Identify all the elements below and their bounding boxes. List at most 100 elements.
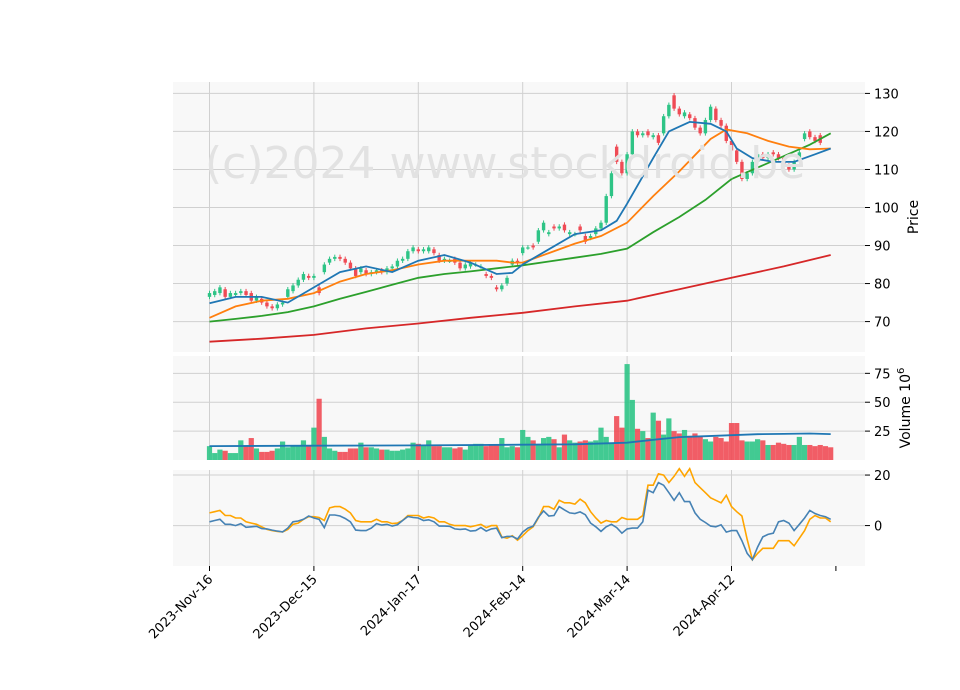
- candle-up: [547, 232, 551, 235]
- volume-bar: [426, 440, 432, 460]
- price-ytick-label: 80: [874, 278, 891, 293]
- volume-bar: [248, 438, 254, 460]
- candle-up: [745, 173, 749, 179]
- candle-up: [588, 236, 593, 238]
- volume-bar: [436, 446, 442, 460]
- candle-down: [353, 268, 358, 276]
- volume-bar: [796, 436, 802, 460]
- volume-bar: [295, 446, 301, 460]
- volume-bar: [467, 444, 474, 460]
- candle-up: [411, 247, 415, 252]
- volume-ma-line: [209, 432, 831, 447]
- oscillator-ytick-label: 0: [874, 520, 882, 535]
- volume-bar: [311, 427, 317, 460]
- candle-up: [427, 247, 431, 252]
- volume-bar: [420, 444, 427, 460]
- candle-down: [688, 114, 692, 119]
- candle-up: [228, 293, 233, 297]
- ma-200-line: [209, 254, 831, 343]
- volume-bar: [379, 449, 385, 460]
- candle-down: [656, 135, 661, 143]
- volume-bar: [661, 434, 667, 460]
- oscillator-slow-line: [209, 466, 832, 562]
- candle-up: [286, 289, 290, 297]
- volume-ytick-label: 75: [874, 367, 891, 382]
- volume-bar: [739, 440, 745, 460]
- candle-down: [437, 255, 441, 261]
- price-ytick-label: 130: [874, 87, 899, 102]
- candle-up: [312, 275, 316, 278]
- candle-up: [374, 270, 379, 273]
- volume-bar: [300, 440, 307, 460]
- candle-up: [254, 296, 259, 301]
- candle-up: [213, 291, 217, 295]
- price-ytick-label: 100: [874, 201, 899, 216]
- candle-down: [306, 275, 311, 278]
- candle-down: [578, 226, 582, 231]
- candle-down: [735, 150, 739, 162]
- volume-bar: [786, 444, 792, 460]
- price-ytick-label: 120: [874, 125, 899, 140]
- volume-bar: [326, 448, 333, 460]
- candle-up: [599, 222, 603, 229]
- volume-bar: [770, 444, 776, 460]
- candle-up: [797, 152, 802, 159]
- candle-up: [521, 247, 525, 254]
- volume-bar: [603, 436, 609, 460]
- candle-down: [646, 131, 650, 136]
- candle-down: [808, 131, 812, 138]
- candle-down: [223, 289, 227, 297]
- candle-up: [667, 104, 671, 117]
- volume-bar: [509, 446, 515, 460]
- volume-bar: [551, 439, 557, 460]
- volume-bar: [342, 451, 348, 460]
- price-axis-label: Price: [906, 200, 922, 234]
- candle-down: [698, 127, 702, 134]
- volume-bar: [765, 444, 771, 460]
- volume-bar: [279, 441, 286, 460]
- volume-bar: [812, 446, 818, 460]
- volume-bar: [676, 433, 682, 460]
- volume-bar: [828, 447, 834, 460]
- candle-up: [661, 116, 666, 134]
- volume-bar: [410, 442, 416, 460]
- candle-up: [327, 258, 332, 263]
- volume-bar: [264, 451, 270, 460]
- volume-bar: [556, 447, 562, 460]
- candle-down: [552, 226, 556, 229]
- candle-up: [755, 154, 760, 162]
- candle-down: [531, 245, 535, 248]
- candle-down: [343, 258, 347, 263]
- candle-down: [620, 161, 624, 174]
- volume-bar: [238, 440, 244, 460]
- volume-bar: [791, 444, 797, 460]
- candle-up: [703, 120, 708, 134]
- volume-bar: [807, 444, 813, 460]
- candle-down: [724, 125, 728, 141]
- volume-bar: [587, 441, 594, 460]
- volume-bar: [321, 436, 327, 460]
- volume-bar: [504, 447, 510, 460]
- candle-up: [296, 279, 300, 286]
- volume-bar: [530, 440, 536, 460]
- volume-bar: [681, 429, 688, 460]
- candle-down: [813, 137, 817, 141]
- candle-down: [761, 154, 765, 159]
- ma-short-line: [209, 120, 832, 305]
- volume-bar: [462, 449, 468, 460]
- oscillator-panel: 0 20 2023-Nov-16 2023-Dec-15 2024-Jan-17 2024…: [146, 466, 891, 642]
- volume-bar: [447, 447, 453, 460]
- candle-up: [218, 287, 222, 294]
- price-background: [173, 82, 865, 352]
- price-ytick-label: 110: [874, 163, 899, 178]
- volume-bar: [822, 446, 829, 460]
- candle-up: [463, 264, 467, 269]
- candle-down: [270, 306, 274, 309]
- candle-up: [280, 302, 285, 305]
- volume-bar: [614, 416, 620, 460]
- candle-up: [406, 251, 410, 259]
- volume-bar: [629, 399, 635, 460]
- volume-bar: [415, 443, 421, 460]
